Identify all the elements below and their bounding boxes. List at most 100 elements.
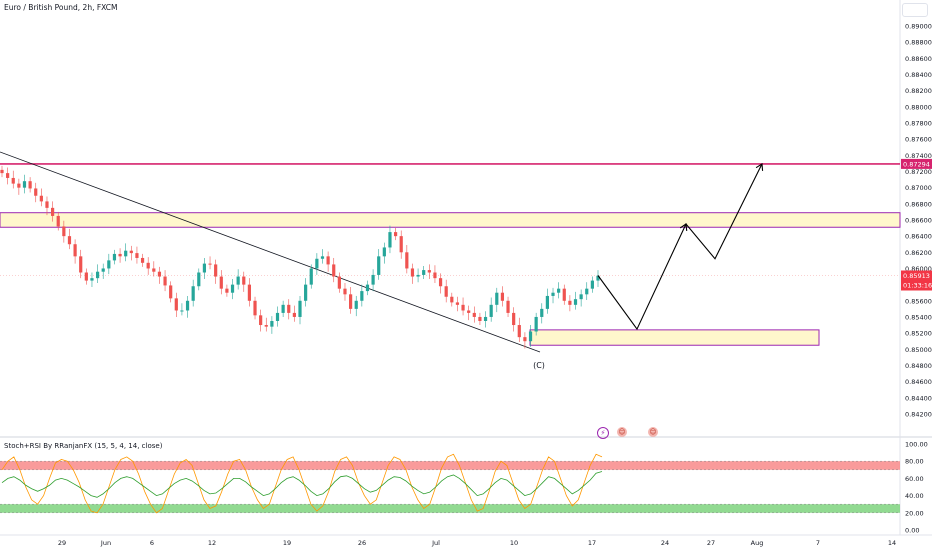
candle-body xyxy=(163,276,167,286)
candle xyxy=(140,253,145,267)
indicator-tick-label: 20.00 xyxy=(905,509,924,517)
candle-body xyxy=(39,195,43,202)
price-tick-label: 0.86200 xyxy=(905,249,932,257)
candle xyxy=(495,287,499,313)
candle-body xyxy=(264,325,268,327)
candle xyxy=(405,245,409,274)
emoji-icon[interactable]: ☺ xyxy=(617,427,627,437)
time-tick-label: Jul xyxy=(431,539,440,547)
candle-body xyxy=(67,236,72,245)
candle xyxy=(517,317,521,342)
candle xyxy=(534,312,538,336)
candle-body xyxy=(298,300,302,317)
candle-body xyxy=(478,316,482,321)
candle xyxy=(500,286,505,307)
candle xyxy=(101,263,105,279)
symbol-title[interactable]: Euro / British Pound, 2h, FXCM xyxy=(4,3,118,12)
indicator-tick-label: 80.00 xyxy=(905,458,924,466)
candle-body xyxy=(506,300,510,313)
candle xyxy=(247,278,251,307)
candle-body xyxy=(169,285,173,299)
candle xyxy=(320,249,325,264)
candle xyxy=(360,284,364,307)
countdown-label: 01:33:16 xyxy=(903,281,932,289)
time-tick-label: 29 xyxy=(58,539,66,547)
indicator-tick-label: 40.00 xyxy=(905,492,924,500)
candle xyxy=(467,305,471,321)
candle-body xyxy=(73,244,77,257)
candle-body xyxy=(101,268,105,272)
price-tick-label: 0.88400 xyxy=(905,71,932,79)
candle xyxy=(51,201,55,222)
lightning-icon[interactable]: ⚡ xyxy=(597,427,609,439)
candle xyxy=(596,270,600,288)
candle-body xyxy=(596,275,600,281)
price-tick-label: 0.88600 xyxy=(905,55,932,63)
candle-body xyxy=(472,312,476,317)
candle-body xyxy=(450,296,454,303)
price-tick-label: 0.85400 xyxy=(905,313,932,321)
candle xyxy=(551,287,555,304)
time-tick-label: 27 xyxy=(707,539,715,547)
candle-body xyxy=(332,264,336,277)
candle-body xyxy=(51,207,55,216)
candle-body xyxy=(28,181,32,189)
candle-body xyxy=(517,325,521,338)
candle xyxy=(202,257,207,279)
time-tick-label: 12 xyxy=(208,539,216,547)
time-tick-label: Aug xyxy=(751,539,764,547)
candle-body xyxy=(140,257,145,263)
candle xyxy=(483,311,488,328)
candle xyxy=(573,291,578,310)
candle-body xyxy=(281,304,285,313)
time-tick-label: 17 xyxy=(588,539,596,547)
candle-body xyxy=(500,292,505,301)
candle xyxy=(427,264,431,279)
emoji-icon[interactable]: ☺ xyxy=(648,427,658,437)
price-tick-label: 0.84800 xyxy=(905,362,932,370)
candle xyxy=(169,281,173,303)
candle-body xyxy=(365,284,370,292)
candle-body xyxy=(219,276,223,289)
candle xyxy=(129,245,133,261)
candle-body xyxy=(56,215,60,227)
candle xyxy=(444,279,448,303)
candle-body xyxy=(107,260,111,269)
layout-toggle-button[interactable] xyxy=(902,3,928,17)
candle-body xyxy=(236,276,240,285)
candle xyxy=(112,249,117,265)
rsi-line xyxy=(1,471,603,498)
candle xyxy=(270,316,274,334)
candle-body xyxy=(545,295,549,309)
candle-body xyxy=(197,272,201,287)
candle xyxy=(585,282,589,300)
candle-body xyxy=(349,294,353,309)
overbought-band xyxy=(0,461,900,470)
candle-body xyxy=(422,270,426,275)
candle-body xyxy=(388,232,392,248)
candle-body xyxy=(320,256,325,259)
candle xyxy=(107,253,111,275)
price-tick-label: 0.85600 xyxy=(905,297,932,305)
candle-body xyxy=(191,286,195,301)
candle-body xyxy=(84,272,88,281)
candle xyxy=(489,297,493,322)
candle xyxy=(242,271,246,292)
candle-body xyxy=(399,236,403,253)
indicator-title[interactable]: Stoch+RSI By RRanjanFX (15, 5, 4, 14, cl… xyxy=(4,442,163,450)
projection-arrowhead xyxy=(755,162,764,171)
candle-body xyxy=(22,181,27,188)
candle xyxy=(259,309,263,332)
candle xyxy=(264,317,268,332)
candle xyxy=(214,259,218,284)
candle-body xyxy=(579,294,583,300)
candle-body xyxy=(438,278,443,287)
candle xyxy=(135,246,139,264)
wave-label: (C) xyxy=(533,361,545,370)
candle xyxy=(540,303,544,324)
candle xyxy=(455,296,460,312)
candle xyxy=(152,261,156,277)
candle xyxy=(180,303,184,316)
candle xyxy=(365,280,370,296)
